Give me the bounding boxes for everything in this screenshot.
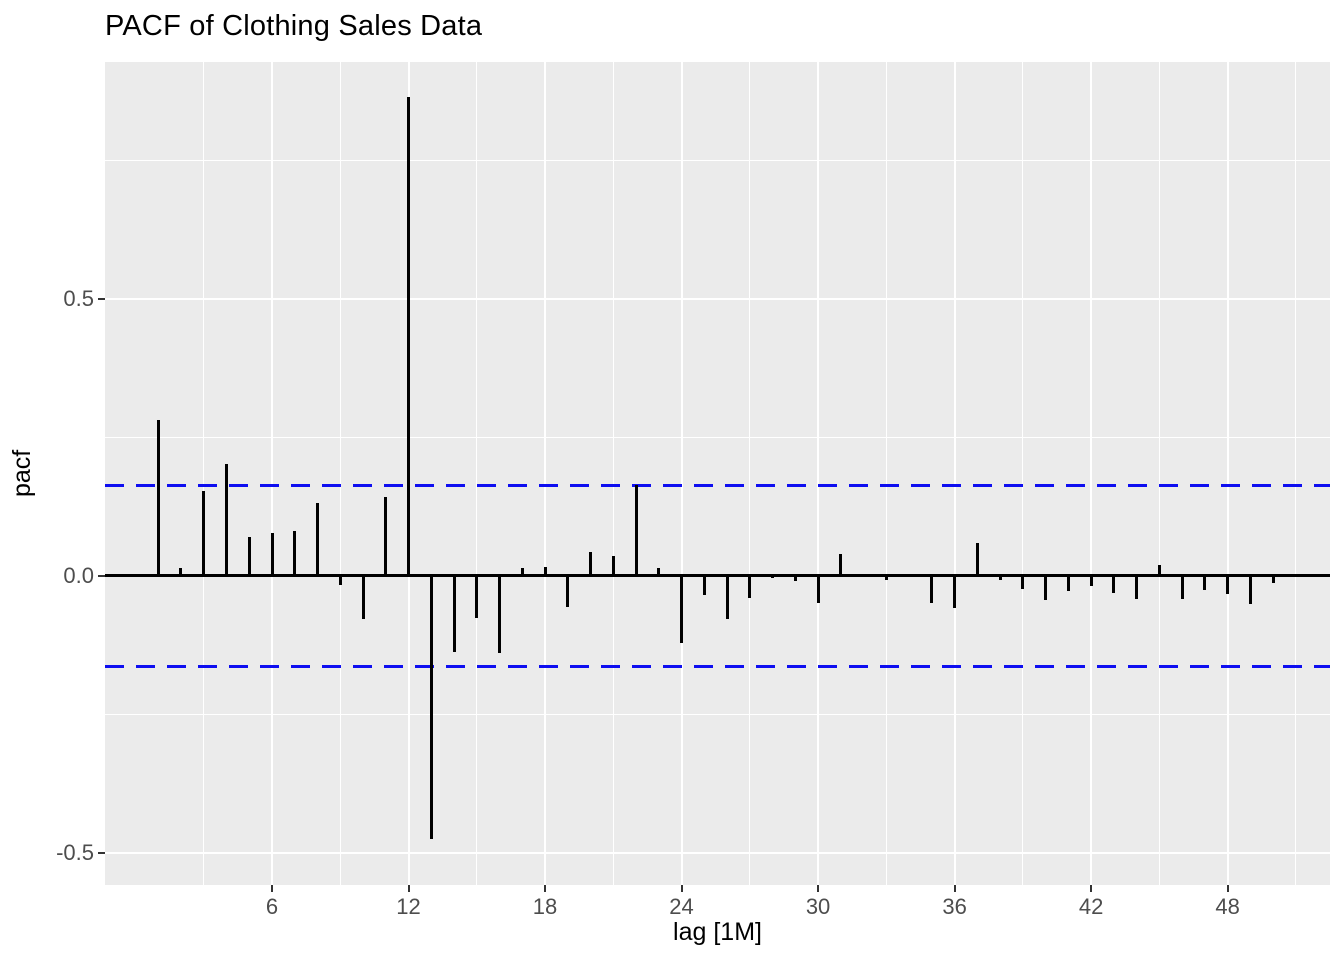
confidence-band-line xyxy=(105,665,1330,669)
x-major-gridline xyxy=(680,62,683,885)
pacf-bar-lag-40 xyxy=(1044,575,1048,600)
pacf-bar-lag-42 xyxy=(1089,575,1093,586)
x-axis-tick xyxy=(680,885,683,892)
pacf-bar-lag-36 xyxy=(953,575,957,608)
pacf-bar-lag-35 xyxy=(930,575,934,604)
x-major-gridline xyxy=(953,62,956,885)
x-minor-gridline xyxy=(612,62,614,885)
x-minor-gridline xyxy=(1295,62,1297,885)
x-axis-tick xyxy=(544,885,547,892)
y-minor-gridline xyxy=(105,713,1330,715)
pacf-bar-lag-30 xyxy=(816,575,820,604)
pacf-bar-lag-21 xyxy=(611,556,615,576)
pacf-bar-lag-11 xyxy=(384,497,388,576)
pacf-bar-lag-9 xyxy=(338,575,342,586)
pacf-bar-lag-45 xyxy=(1157,564,1161,576)
x-axis-tick xyxy=(953,885,956,892)
pacf-bar-lag-6 xyxy=(270,533,274,576)
pacf-bar-lag-15 xyxy=(475,575,479,619)
pacf-bar-lag-8 xyxy=(316,503,319,576)
pacf-bar-lag-23 xyxy=(657,568,661,576)
x-axis-tick xyxy=(1226,885,1229,892)
pacf-bar-lag-3 xyxy=(202,491,206,576)
y-axis-tick xyxy=(98,298,105,301)
pacf-bar-lag-25 xyxy=(702,575,706,596)
x-major-gridline xyxy=(544,62,547,885)
x-major-gridline xyxy=(1226,62,1229,885)
y-tick-label: 0.0 xyxy=(63,562,94,588)
y-major-gridline xyxy=(105,851,1330,854)
pacf-bar-lag-46 xyxy=(1180,575,1184,600)
pacf-bar-lag-10 xyxy=(361,575,365,620)
pacf-bar-lag-16 xyxy=(498,575,502,654)
x-axis-tick xyxy=(271,885,273,892)
pacf-bar-lag-14 xyxy=(452,575,456,652)
x-tick-label: 18 xyxy=(532,894,558,919)
pacf-bar-lag-1 xyxy=(156,419,160,576)
pacf-bar-lag-2 xyxy=(179,567,183,576)
pacf-bar-lag-38 xyxy=(998,575,1002,580)
pacf-bar-lag-5 xyxy=(247,537,251,576)
pacf-bar-lag-12 xyxy=(407,96,411,576)
pacf-bar-lag-18 xyxy=(543,566,547,576)
y-minor-gridline xyxy=(105,160,1330,162)
pacf-bar-lag-27 xyxy=(748,575,752,598)
pacf-bar-lag-20 xyxy=(589,552,593,576)
x-tick-label: 24 xyxy=(669,894,694,919)
pacf-bar-lag-24 xyxy=(680,575,684,643)
pacf-bar-lag-44 xyxy=(1135,575,1139,600)
pacf-bar-lag-49 xyxy=(1248,575,1252,604)
x-tick-label: 30 xyxy=(805,894,831,919)
x-minor-gridline xyxy=(203,62,205,885)
y-minor-gridline xyxy=(105,437,1330,438)
pacf-bar-lag-31 xyxy=(839,554,843,576)
y-axis-tick xyxy=(98,851,105,854)
x-tick-label: 48 xyxy=(1215,894,1240,919)
pacf-bar-lag-43 xyxy=(1112,575,1116,594)
pacf-bar-lag-39 xyxy=(1021,575,1025,589)
pacf-bar-lag-29 xyxy=(793,575,797,582)
pacf-bar-lag-19 xyxy=(566,575,570,607)
pacf-bar-lag-50 xyxy=(1271,575,1275,583)
x-axis-title: lag [1M] xyxy=(673,918,762,946)
y-major-gridline xyxy=(105,298,1330,301)
x-major-gridline xyxy=(271,62,273,885)
x-axis-tick xyxy=(1090,885,1093,892)
pacf-bar-lag-7 xyxy=(293,531,297,576)
x-tick-label: 42 xyxy=(1078,894,1104,919)
pacf-bar-lag-47 xyxy=(1203,575,1207,590)
x-minor-gridline xyxy=(339,62,341,885)
y-tick-label: -0.5 xyxy=(56,839,94,865)
x-minor-gridline xyxy=(476,62,478,885)
x-major-gridline xyxy=(1090,62,1093,885)
pacf-bar-lag-26 xyxy=(725,575,729,619)
pacf-bar-lag-37 xyxy=(975,542,979,576)
x-tick-label: 12 xyxy=(396,894,421,919)
confidence-band-line xyxy=(105,483,1330,487)
zero-line xyxy=(105,574,1330,578)
y-axis-title: pacf xyxy=(8,449,36,498)
pacf-bar-lag-17 xyxy=(520,567,524,576)
y-tick-label: 0.5 xyxy=(63,286,94,312)
plot-panel xyxy=(105,62,1330,885)
pacf-bar-lag-48 xyxy=(1226,575,1230,595)
x-minor-gridline xyxy=(1158,62,1160,885)
pacf-bar-lag-22 xyxy=(634,485,638,576)
pacf-bar-lag-4 xyxy=(224,464,228,576)
pacf-bar-lag-33 xyxy=(884,575,888,581)
x-major-gridline xyxy=(817,62,820,885)
x-axis-tick xyxy=(817,885,820,892)
x-minor-gridline xyxy=(749,62,751,885)
x-minor-gridline xyxy=(885,62,887,885)
chart-title: PACF of Clothing Sales Data xyxy=(105,10,483,42)
pacf-bar-lag-41 xyxy=(1066,575,1070,592)
x-axis-tick xyxy=(407,885,410,892)
pacf-bar-lag-13 xyxy=(429,575,433,840)
y-axis-tick xyxy=(98,574,105,577)
x-tick-label: 36 xyxy=(942,894,967,919)
x-tick-label: 6 xyxy=(265,894,279,919)
x-minor-gridline xyxy=(1022,62,1024,885)
